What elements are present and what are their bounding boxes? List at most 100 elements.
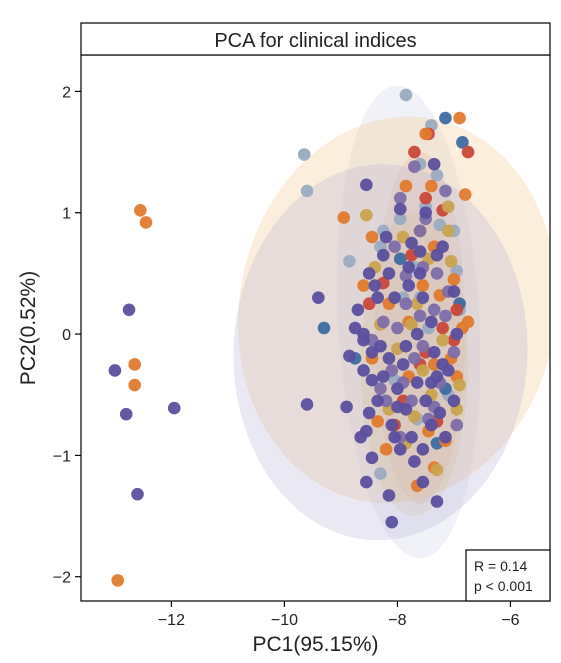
data-point <box>413 224 427 238</box>
data-point <box>436 321 449 335</box>
data-point <box>405 318 418 331</box>
data-point <box>405 236 418 250</box>
data-point <box>337 211 351 224</box>
data-point <box>391 400 404 414</box>
data-point <box>312 291 325 304</box>
data-point <box>340 400 353 414</box>
data-point <box>365 345 379 359</box>
y-tick-label: −2 <box>53 570 71 587</box>
data-point <box>300 398 314 411</box>
data-point <box>365 230 379 244</box>
data-point <box>410 376 424 389</box>
data-point <box>379 230 393 244</box>
title-strip <box>80 22 551 56</box>
data-point <box>399 339 413 353</box>
data-point <box>362 406 376 420</box>
data-point <box>351 303 365 317</box>
data-point <box>357 333 370 347</box>
data-point <box>410 327 424 341</box>
data-point <box>360 475 373 489</box>
data-point <box>128 378 141 392</box>
data-point <box>362 267 376 280</box>
data-point <box>408 455 421 468</box>
data-point <box>388 291 401 304</box>
data-point <box>382 352 396 365</box>
data-point <box>447 285 461 298</box>
data-point <box>365 373 379 387</box>
data-point <box>416 279 430 292</box>
data-point <box>399 179 413 193</box>
data-point <box>447 394 461 408</box>
data-point <box>427 345 441 359</box>
data-point <box>430 168 444 182</box>
data-point <box>405 430 418 444</box>
data-point <box>430 463 444 477</box>
data-point <box>399 297 413 311</box>
data-point <box>425 179 438 193</box>
data-point <box>108 364 122 377</box>
data-point <box>377 315 390 329</box>
data-point <box>128 358 141 371</box>
data-point <box>427 157 441 171</box>
y-axis-label: PC2(0.52%) <box>17 271 40 385</box>
scatter-points <box>108 88 475 587</box>
data-point <box>439 309 452 323</box>
data-point <box>461 315 475 329</box>
data-point <box>453 111 466 125</box>
data-point <box>419 191 432 205</box>
data-point <box>425 418 438 432</box>
data-point <box>348 321 362 335</box>
data-point <box>413 267 427 280</box>
data-point <box>450 418 464 432</box>
data-point <box>439 111 452 125</box>
data-point <box>393 202 407 216</box>
data-point <box>430 267 444 280</box>
data-point <box>360 178 373 192</box>
data-point <box>357 364 370 377</box>
data-point <box>343 254 356 268</box>
data-point <box>413 309 427 323</box>
data-point <box>416 475 430 489</box>
data-point <box>371 394 384 408</box>
data-point <box>430 370 444 383</box>
data-point <box>402 261 416 274</box>
x-tick-label: −8 <box>388 612 406 629</box>
data-point <box>450 303 464 317</box>
data-point <box>396 358 410 371</box>
data-point <box>439 430 452 444</box>
data-point <box>360 208 373 222</box>
data-point <box>377 248 390 262</box>
stats-annotation-box: R = 0.14 p < 0.001 <box>465 549 551 602</box>
data-point <box>139 216 153 229</box>
y-tick-label: −1 <box>53 448 71 465</box>
data-point <box>393 443 407 456</box>
data-point <box>441 224 455 238</box>
data-point <box>317 321 331 335</box>
data-point <box>167 401 181 415</box>
data-point <box>382 489 396 502</box>
data-point <box>427 303 441 317</box>
data-point <box>388 240 401 254</box>
data-point <box>425 315 438 329</box>
data-point <box>371 415 384 428</box>
data-point <box>408 352 421 365</box>
data-point <box>447 345 461 359</box>
stats-p-value: p < 0.001 <box>474 578 533 594</box>
data-point <box>419 394 432 408</box>
data-point <box>119 407 133 421</box>
data-point <box>393 252 407 266</box>
data-point <box>371 291 384 304</box>
data-point <box>458 188 472 201</box>
data-point <box>408 145 421 159</box>
stats-box-frame <box>465 549 551 602</box>
data-point <box>393 191 407 205</box>
data-point <box>416 339 430 353</box>
data-point <box>436 333 449 347</box>
data-point <box>385 418 399 432</box>
data-point <box>365 451 379 465</box>
chart-title: PCA for clinical indices <box>214 30 416 52</box>
data-point <box>444 254 458 268</box>
data-point <box>450 327 464 341</box>
